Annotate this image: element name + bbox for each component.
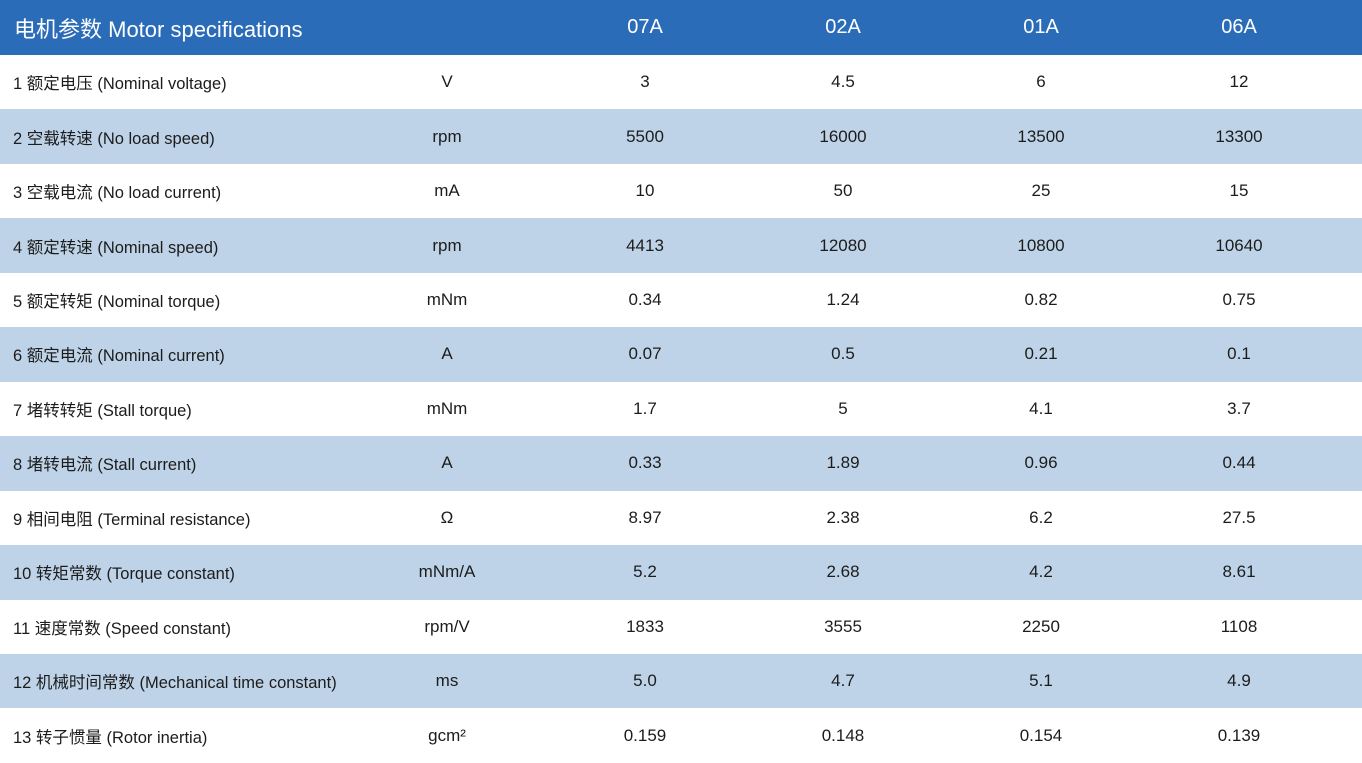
value-cell: 0.82: [1024, 290, 1058, 310]
table-row: 9 相间电阻 (Terminal resistance) Ω 8.97 2.38…: [0, 490, 1362, 546]
param-label: 6 额定电流 (Nominal current): [13, 347, 225, 366]
value-cell: 4.7: [831, 671, 855, 691]
value-cell: 0.34: [628, 290, 662, 310]
column-header-02a: 02A: [744, 0, 942, 55]
value-cell: 27.5: [1222, 507, 1256, 527]
value-cell: 4413: [626, 235, 664, 255]
param-label: 13 转子惯量 (Rotor inertia): [13, 728, 208, 747]
unit-cell: rpm: [432, 235, 462, 255]
param-label: 3 空载电流 (No load current): [13, 184, 222, 203]
value-cell: 0.96: [1024, 453, 1058, 473]
unit-cell: gcm²: [428, 725, 466, 745]
column-header-06a: 06A: [1140, 0, 1362, 55]
value-cell: 5: [838, 398, 848, 418]
param-label: 10 转矩常数 (Torque constant): [13, 565, 235, 584]
table-body: 1 额定电压 (Nominal voltage) V 3 4.5 6 12 2 …: [0, 55, 1362, 763]
unit-cell: ms: [435, 671, 459, 691]
value-cell: 0.07: [628, 344, 662, 364]
value-cell: 2.68: [826, 562, 860, 582]
table-row: 5 额定转矩 (Nominal torque) mNm 0.34 1.24 0.…: [0, 272, 1362, 328]
value-cell: 8.97: [628, 507, 662, 527]
param-label: 9 相间电阻 (Terminal resistance): [13, 510, 251, 529]
unit-cell: A: [441, 344, 453, 364]
table-title: 电机参数 Motor specifications: [0, 0, 546, 55]
value-cell: 25: [1031, 181, 1051, 201]
unit-cell: rpm/V: [424, 616, 470, 636]
value-cell: 2250: [1022, 616, 1060, 636]
value-cell: 3: [640, 72, 650, 92]
table-row: 3 空载电流 (No load current) mA 10 50 25 15: [0, 163, 1362, 219]
value-cell: 0.44: [1222, 453, 1256, 473]
unit-cell: Ω: [440, 507, 454, 527]
value-cell: 4.5: [831, 72, 855, 92]
value-cell: 8.61: [1222, 562, 1256, 582]
value-cell: 15: [1229, 181, 1249, 201]
value-cell: 10800: [1017, 235, 1065, 255]
unit-cell: V: [441, 72, 453, 92]
value-cell: 0.159: [623, 725, 667, 745]
table-row: 12 机械时间常数 (Mechanical time constant) ms …: [0, 653, 1362, 709]
value-cell: 0.5: [831, 344, 855, 364]
value-cell: 5.0: [633, 671, 657, 691]
value-cell: 0.21: [1024, 344, 1058, 364]
value-cell: 0.75: [1222, 290, 1256, 310]
value-cell: 10: [635, 181, 655, 201]
table-row: 6 额定电流 (Nominal current) A 0.07 0.5 0.21…: [0, 327, 1362, 382]
value-cell: 6: [1036, 72, 1046, 92]
value-cell: 13500: [1017, 126, 1065, 146]
value-cell: 16000: [819, 126, 867, 146]
unit-cell: mNm: [426, 398, 468, 418]
value-cell: 3.7: [1227, 398, 1251, 418]
unit-cell: mNm/A: [418, 562, 476, 582]
param-label: 8 堵转电流 (Stall current): [13, 456, 197, 475]
value-cell: 5.2: [633, 562, 657, 582]
value-cell: 4.9: [1227, 671, 1251, 691]
value-cell: 50: [833, 181, 853, 201]
value-cell: 1.24: [826, 290, 860, 310]
value-cell: 0.148: [821, 725, 865, 745]
param-label: 5 额定转矩 (Nominal torque): [13, 293, 221, 312]
table-row: 11 速度常数 (Speed constant) rpm/V 1833 3555…: [0, 599, 1362, 654]
table-row: 4 额定转速 (Nominal speed) rpm 4413 12080 10…: [0, 218, 1362, 273]
value-cell: 13300: [1215, 126, 1263, 146]
param-label: 1 额定电压 (Nominal voltage): [13, 75, 227, 94]
value-cell: 12080: [819, 235, 867, 255]
value-cell: 12: [1229, 72, 1249, 92]
value-cell: 3555: [824, 616, 862, 636]
param-label: 12 机械时间常数 (Mechanical time constant): [13, 674, 337, 693]
value-cell: 5500: [626, 126, 664, 146]
param-label: 7 堵转转矩 (Stall torque): [13, 401, 192, 420]
table-row: 2 空载转速 (No load speed) rpm 5500 16000 13…: [0, 109, 1362, 164]
table-row: 1 额定电压 (Nominal voltage) V 3 4.5 6 12: [0, 55, 1362, 110]
value-cell: 4.1: [1029, 398, 1053, 418]
unit-cell: mNm: [426, 290, 468, 310]
value-cell: 6.2: [1029, 507, 1053, 527]
value-cell: 10640: [1215, 235, 1263, 255]
value-cell: 0.139: [1217, 725, 1261, 745]
table-row: 13 转子惯量 (Rotor inertia) gcm² 0.159 0.148…: [0, 708, 1362, 763]
value-cell: 4.2: [1029, 562, 1053, 582]
unit-cell: A: [441, 453, 453, 473]
value-cell: 1833: [626, 616, 664, 636]
value-cell: 0.154: [1019, 725, 1063, 745]
value-cell: 1.89: [826, 453, 860, 473]
column-header-07a: 07A: [546, 0, 744, 55]
header-row: 电机参数 Motor specifications 07A 02A 01A 06…: [0, 0, 1362, 55]
value-cell: 0.1: [1227, 344, 1251, 364]
column-header-01a: 01A: [942, 0, 1140, 55]
unit-cell: mA: [434, 181, 460, 201]
table-row: 7 堵转转矩 (Stall torque) mNm 1.7 5 4.1 3.7: [0, 381, 1362, 437]
value-cell: 2.38: [826, 507, 860, 527]
table-row: 8 堵转电流 (Stall current) A 0.33 1.89 0.96 …: [0, 436, 1362, 491]
value-cell: 1.7: [633, 398, 657, 418]
value-cell: 1108: [1220, 616, 1258, 636]
param-label: 11 速度常数 (Speed constant): [13, 619, 231, 638]
value-cell: 0.33: [628, 453, 662, 473]
unit-cell: rpm: [432, 126, 462, 146]
value-cell: 5.1: [1029, 671, 1053, 691]
table-row: 10 转矩常数 (Torque constant) mNm/A 5.2 2.68…: [0, 545, 1362, 600]
param-label: 4 额定转速 (Nominal speed): [13, 238, 219, 257]
param-label: 2 空载转速 (No load speed): [13, 129, 215, 148]
